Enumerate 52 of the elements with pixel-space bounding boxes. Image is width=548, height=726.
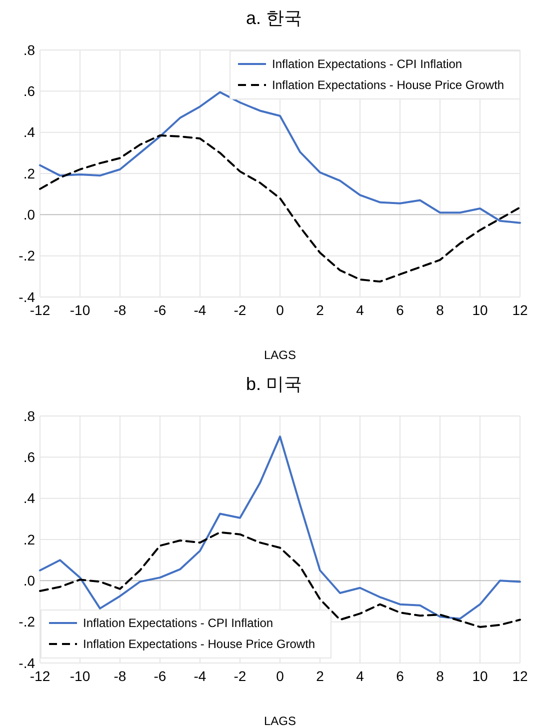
x-tick-label: -4 — [194, 302, 206, 318]
x-tick-label: -6 — [154, 668, 166, 684]
y-tick-label: .0 — [23, 572, 36, 589]
y-tick-label: .6 — [23, 83, 36, 100]
legend-label: Inflation Expectations - House Price Growth — [83, 637, 316, 652]
line-series — [39, 134, 521, 283]
x-tick-label: 8 — [436, 302, 444, 318]
x-tick-label: 10 — [472, 668, 488, 684]
x-tick-label: -4 — [194, 668, 206, 684]
x-tick-label: -10 — [70, 668, 90, 684]
x-tick-label: 2 — [316, 668, 324, 684]
x-tick-label: 0 — [276, 302, 284, 318]
y-tick-label: .2 — [23, 165, 36, 182]
x-tick-label: -2 — [234, 302, 246, 318]
line-series — [39, 531, 521, 628]
x-axis-title: LAGS — [264, 348, 296, 362]
x-tick-label: -10 — [70, 302, 90, 318]
x-tick-label: 8 — [436, 668, 444, 684]
chart-title: a. 한국 — [246, 8, 302, 28]
x-tick-label: -8 — [114, 668, 126, 684]
y-tick-label: .0 — [23, 206, 36, 223]
x-tick-label: -12 — [30, 668, 50, 684]
x-tick-label: 12 — [512, 668, 528, 684]
legend-label: Inflation Expectations - House Price Growth — [272, 78, 504, 92]
y-tick-label: .4 — [23, 490, 36, 506]
y-tick-label: -.4 — [18, 654, 36, 671]
y-tick-label: -.2 — [18, 614, 36, 630]
y-tick-label: .8 — [23, 42, 36, 58]
x-tick-label: 4 — [356, 668, 364, 684]
y-tick-label: .4 — [23, 124, 36, 140]
x-tick-label: 0 — [276, 668, 284, 684]
x-tick-label: -6 — [154, 302, 166, 318]
x-tick-label: -8 — [114, 302, 126, 318]
legend-label: Inflation Expectations - CPI Inflation — [272, 57, 462, 72]
x-tick-label: -12 — [30, 302, 50, 318]
line-series — [39, 436, 521, 620]
y-tick-label: -.2 — [18, 248, 36, 264]
y-tick-label: .6 — [23, 449, 36, 466]
legend-label: Inflation Expectations - CPI Inflation — [83, 616, 274, 630]
x-tick-label: 10 — [472, 302, 488, 318]
x-tick-label: 6 — [396, 668, 404, 684]
x-tick-label: 6 — [396, 302, 404, 318]
x-tick-label: -2 — [234, 668, 246, 684]
x-axis-title: LAGS — [264, 714, 296, 726]
x-tick-label: 4 — [356, 302, 364, 318]
x-tick-label: 12 — [512, 302, 528, 318]
y-tick-label: .8 — [23, 408, 36, 424]
line-series — [39, 91, 521, 224]
y-tick-label: -.4 — [18, 288, 36, 305]
y-tick-label: .2 — [23, 531, 36, 548]
x-tick-label: 2 — [316, 302, 324, 318]
chart-title: b. 미국 — [246, 374, 302, 394]
